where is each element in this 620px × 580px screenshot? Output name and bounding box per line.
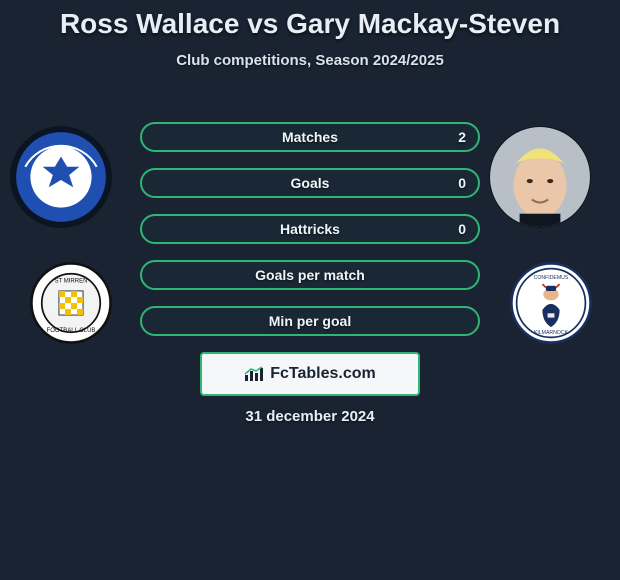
stat-label: Matches	[282, 129, 338, 145]
svg-text:ST MIRREN: ST MIRREN	[55, 278, 88, 284]
stat-row-goals: Goals 0	[140, 168, 480, 198]
club-left-crest: ST MIRREN FOOTBALL CLUB	[28, 260, 114, 346]
stat-value-right: 2	[458, 129, 466, 145]
stat-value-right: 0	[458, 175, 466, 191]
stat-row-min-per-goal: Min per goal	[140, 306, 480, 336]
page-title: Ross Wallace vs Gary Mackay-Steven	[0, 0, 620, 40]
stat-label: Goals per match	[255, 267, 365, 283]
bar-chart-icon	[244, 366, 264, 382]
player-right-avatar	[489, 126, 591, 228]
svg-text:FOOTBALL CLUB: FOOTBALL CLUB	[47, 328, 96, 334]
stat-row-matches: Matches 2	[140, 122, 480, 152]
site-logo[interactable]: FcTables.com	[200, 352, 420, 396]
stat-row-goals-per-match: Goals per match	[140, 260, 480, 290]
club-right-crest: CONFIDEMUS KILMARNOCK	[508, 260, 594, 346]
svg-text:CONFIDEMUS: CONFIDEMUS	[534, 275, 569, 281]
stat-row-hattricks: Hattricks 0	[140, 214, 480, 244]
player-left-avatar	[10, 126, 112, 228]
stats-table: Matches 2 Goals 0 Hattricks 0 Goals per …	[140, 122, 480, 352]
stat-label: Hattricks	[280, 221, 340, 237]
footer-date: 31 december 2024	[0, 408, 620, 425]
site-logo-text: FcTables.com	[270, 365, 376, 383]
stat-label: Goals	[291, 175, 330, 191]
page-subtitle: Club competitions, Season 2024/2025	[0, 52, 620, 69]
svg-text:KILMARNOCK: KILMARNOCK	[534, 330, 569, 336]
stat-label: Min per goal	[269, 313, 351, 329]
stat-value-right: 0	[458, 221, 466, 237]
